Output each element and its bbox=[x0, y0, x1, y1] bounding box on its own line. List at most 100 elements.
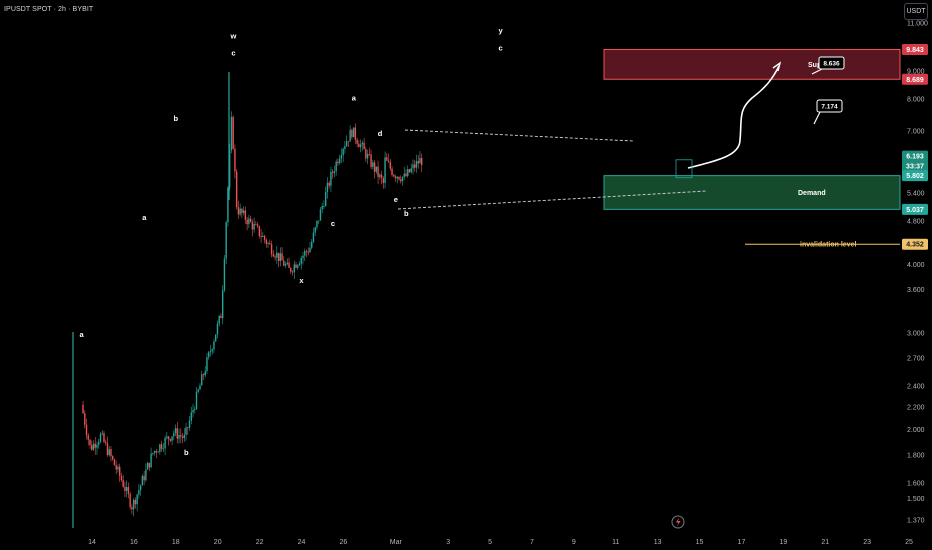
time-axis-label: Mar bbox=[390, 539, 403, 546]
candle-body bbox=[337, 161, 339, 164]
candle-body bbox=[262, 235, 264, 237]
candle-body bbox=[391, 168, 393, 175]
candle-body bbox=[281, 253, 283, 261]
candle-body bbox=[228, 150, 231, 188]
time-axis-label: 19 bbox=[779, 539, 787, 546]
candle-body bbox=[199, 385, 201, 390]
candle-body bbox=[410, 168, 412, 173]
candle-body bbox=[113, 459, 116, 466]
candle-body bbox=[419, 157, 421, 164]
wave-label: x bbox=[299, 276, 304, 285]
candle-body bbox=[206, 357, 208, 372]
candle-body bbox=[324, 191, 327, 206]
candle-body bbox=[215, 334, 217, 342]
candle-body bbox=[244, 210, 247, 220]
wave-label: b bbox=[404, 209, 409, 218]
target-note-box[interactable] bbox=[818, 56, 845, 70]
time-axis-label: 15 bbox=[696, 539, 704, 546]
candle-body bbox=[136, 494, 138, 505]
candle-body bbox=[167, 436, 170, 440]
wave-label: c bbox=[498, 44, 502, 53]
events-lightning-icon[interactable] bbox=[671, 515, 685, 529]
demand-zone[interactable] bbox=[603, 175, 901, 210]
candle-body bbox=[345, 141, 348, 147]
time-axis-label: 22 bbox=[256, 539, 264, 546]
candle-body bbox=[141, 475, 144, 486]
candle-body bbox=[138, 489, 140, 495]
candle-body bbox=[340, 155, 343, 159]
candle-body bbox=[112, 456, 114, 460]
wave-label: a bbox=[79, 330, 84, 339]
candle-body bbox=[377, 166, 379, 177]
price-badge bbox=[902, 150, 928, 162]
candle-body bbox=[98, 441, 100, 445]
candle-body bbox=[398, 176, 400, 180]
candle-body bbox=[190, 412, 192, 421]
price-axis-tick: 7.000 bbox=[907, 128, 925, 135]
price-badge bbox=[902, 203, 928, 215]
currency-button[interactable]: USDT bbox=[904, 3, 928, 20]
candle-body bbox=[157, 451, 159, 453]
candle-body bbox=[115, 465, 117, 470]
candle-body bbox=[162, 448, 165, 450]
candle-body bbox=[331, 171, 334, 173]
candle-body bbox=[316, 220, 318, 228]
projection-arrow[interactable] bbox=[687, 65, 780, 169]
price-axis-tick: 2.700 bbox=[907, 356, 925, 363]
candle-body bbox=[361, 142, 364, 145]
price-badge bbox=[902, 160, 928, 172]
price-badge-text: 4.352 bbox=[906, 242, 924, 249]
candle-body bbox=[159, 444, 161, 452]
price-badge-text: 6.193 bbox=[906, 154, 924, 161]
candle-body bbox=[227, 187, 229, 223]
time-axis-label: 20 bbox=[214, 539, 222, 546]
candle-body bbox=[267, 243, 269, 244]
time-axis-label: 17 bbox=[738, 539, 746, 546]
candle-body bbox=[221, 290, 224, 319]
candle-body bbox=[276, 252, 278, 258]
time-axis-label: 7 bbox=[530, 539, 534, 546]
upper-trendline[interactable] bbox=[404, 129, 634, 142]
price-axis-tick: 1.600 bbox=[907, 480, 925, 487]
candle-body bbox=[178, 435, 180, 439]
candle-body bbox=[180, 435, 182, 437]
candle-body bbox=[91, 445, 93, 450]
target-note-box[interactable] bbox=[816, 99, 843, 113]
candle-body bbox=[379, 174, 381, 177]
candle-body bbox=[173, 433, 175, 437]
candle-body bbox=[352, 127, 355, 138]
candle-body bbox=[96, 444, 98, 448]
candle-body bbox=[283, 260, 285, 266]
candle-body bbox=[202, 374, 205, 376]
candle-body bbox=[265, 239, 268, 244]
time-axis-label: 11 bbox=[612, 539, 619, 546]
candle-body bbox=[234, 148, 236, 172]
price-badge bbox=[902, 44, 928, 56]
candle-body bbox=[106, 443, 109, 456]
candle-body bbox=[183, 434, 185, 439]
candle-body bbox=[220, 315, 222, 319]
candle-body bbox=[230, 116, 233, 151]
price-axis-tick: 8.000 bbox=[907, 96, 925, 103]
candle-body bbox=[307, 251, 309, 253]
candle-body bbox=[145, 469, 147, 481]
candle-body bbox=[211, 349, 213, 352]
candle-body bbox=[155, 450, 158, 453]
candle-body bbox=[166, 436, 168, 438]
price-axis-tick: 4.800 bbox=[907, 218, 925, 225]
candle-body bbox=[131, 507, 133, 510]
candle-body bbox=[370, 154, 372, 167]
supply-zone[interactable] bbox=[603, 49, 901, 80]
candle-body bbox=[380, 174, 383, 179]
candle-body bbox=[400, 179, 402, 182]
candle-body bbox=[132, 499, 135, 510]
candle-body bbox=[150, 453, 152, 468]
candle-body bbox=[194, 408, 196, 411]
price-axis-tick: 1.370 bbox=[907, 518, 925, 525]
lower-trendline[interactable] bbox=[397, 190, 707, 210]
wave-label: a bbox=[142, 213, 147, 222]
time-axis-label: 5 bbox=[488, 539, 492, 546]
candle-body bbox=[421, 157, 423, 166]
